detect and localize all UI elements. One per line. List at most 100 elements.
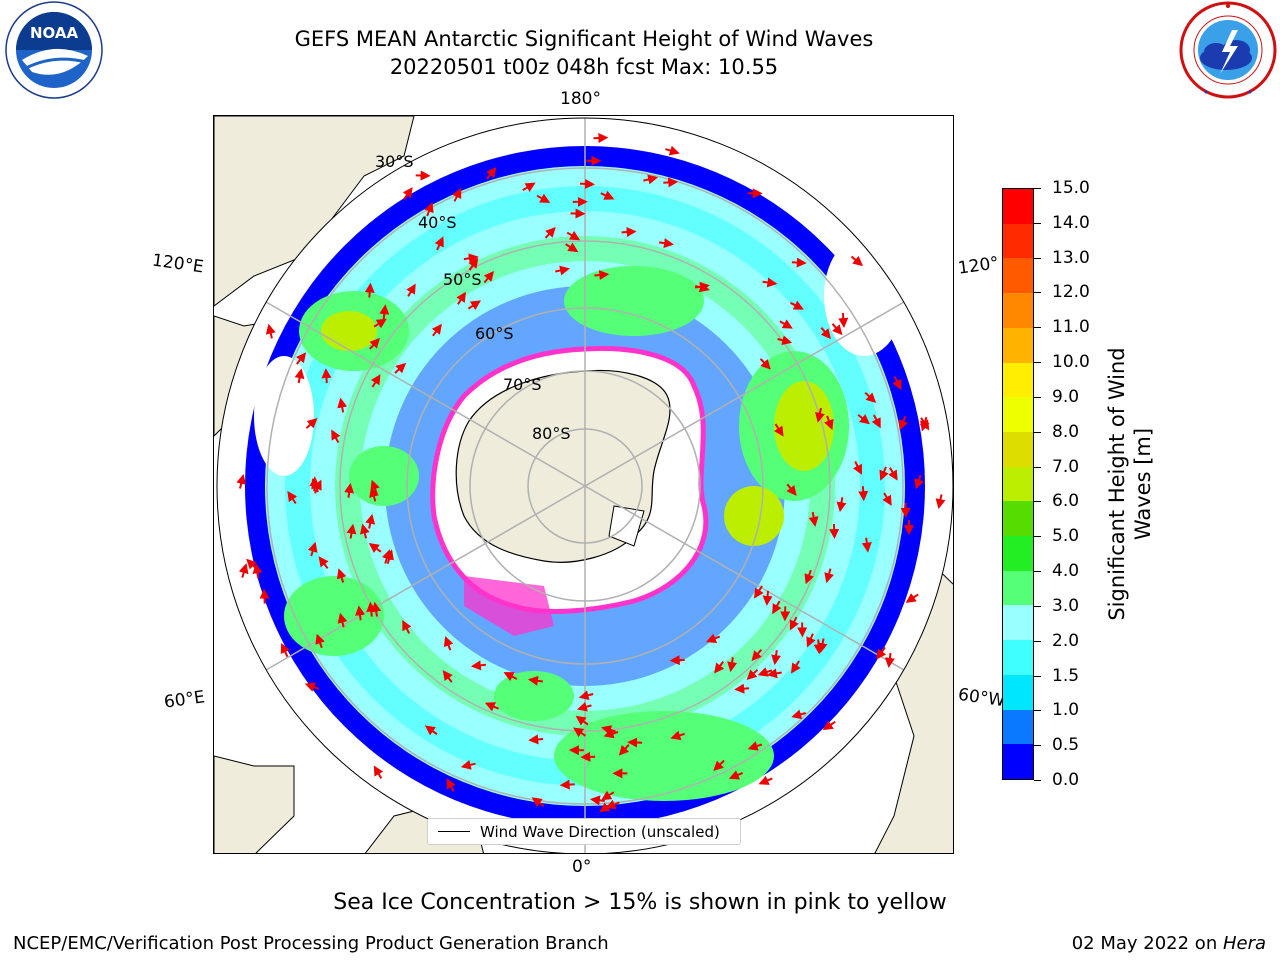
red-arrow-icon xyxy=(618,744,630,756)
red-arrow-icon xyxy=(871,414,881,429)
red-arrow-icon xyxy=(368,543,382,553)
red-arrow-icon xyxy=(594,270,610,281)
colorbar-segment xyxy=(1003,327,1033,363)
red-arrow-icon xyxy=(762,590,773,606)
red-arrow-icon xyxy=(831,323,843,336)
colorbar-tick xyxy=(1034,466,1041,468)
colorbar-tick xyxy=(1034,188,1041,189)
lat-label-60s: 60°S xyxy=(475,324,514,343)
red-arrow-icon xyxy=(705,633,721,644)
lon-label-180: 180° xyxy=(560,89,601,109)
red-arrow-icon xyxy=(305,418,318,429)
red-arrow-icon xyxy=(555,265,570,276)
red-arrow-icon xyxy=(331,429,341,444)
red-arrow-icon xyxy=(307,541,318,557)
red-arrow-icon xyxy=(483,270,494,284)
red-arrow-icon xyxy=(643,174,659,185)
red-arrow-icon xyxy=(838,312,849,328)
colorbar-tick-label: 15.0 xyxy=(1052,178,1090,198)
lat-label-30s: 30°S xyxy=(375,152,414,171)
red-arrow-icon xyxy=(402,620,412,634)
red-arrow-icon xyxy=(669,655,685,666)
colorbar-tick-label: 6.0 xyxy=(1052,491,1080,512)
red-arrow-icon xyxy=(695,282,710,293)
red-arrow-icon xyxy=(822,720,836,731)
red-arrow-icon xyxy=(898,416,909,431)
red-arrow-icon xyxy=(751,649,763,662)
red-arrow-icon xyxy=(850,255,864,267)
colorbar-segment xyxy=(1003,258,1033,294)
red-arrow-icon xyxy=(746,668,759,680)
noaa-logo-text: NOAA xyxy=(30,24,79,42)
red-arrow-icon xyxy=(369,337,380,350)
red-arrow-icon xyxy=(884,652,895,668)
colorbar-tick xyxy=(1034,292,1041,294)
lat-label-50s: 50°S xyxy=(443,270,482,289)
colorbar-segment xyxy=(1003,223,1033,259)
red-arrow-icon xyxy=(287,491,298,504)
red-arrow-icon xyxy=(460,759,476,770)
colorbar-tick-label: 2.0 xyxy=(1052,630,1080,651)
lat-label-80s: 80°S xyxy=(532,424,571,443)
red-arrow-icon xyxy=(294,368,305,384)
red-arrow-icon xyxy=(791,257,807,268)
red-arrow-icon xyxy=(734,683,750,694)
red-arrow-icon xyxy=(589,795,605,806)
red-arrow-icon xyxy=(528,734,544,745)
red-arrow-icon xyxy=(754,585,764,599)
colorbar-tick xyxy=(1034,536,1041,538)
colorbar-tick xyxy=(1034,605,1041,607)
red-arrow-icon xyxy=(766,668,782,679)
red-arrow-icon xyxy=(771,650,782,666)
footer-branch: NCEP/EMC/Verification Post Processing Pr… xyxy=(13,933,609,954)
red-arrow-icon xyxy=(280,642,290,658)
lon-label-120w: 120° xyxy=(956,253,1001,279)
colorbar-segment xyxy=(1003,501,1033,537)
colorbar-tick xyxy=(1034,571,1041,573)
red-arrow-icon xyxy=(346,523,357,539)
colorbar-tick-label: 12.0 xyxy=(1052,282,1090,303)
red-arrow-icon xyxy=(359,523,370,539)
red-arrow-icon xyxy=(370,374,381,388)
red-arrow-icon xyxy=(373,765,384,779)
red-arrow-icon xyxy=(470,660,487,671)
colorbar-segment xyxy=(1003,466,1033,502)
red-arrow-icon xyxy=(424,202,434,217)
red-arrow-icon xyxy=(366,601,377,617)
lon-label-120e: 120°E xyxy=(150,250,205,278)
red-arrow-icon xyxy=(434,236,444,251)
red-arrow-icon xyxy=(804,569,814,585)
red-arrow-icon xyxy=(663,177,679,188)
colorbar-tick-label: 14.0 xyxy=(1052,212,1090,233)
legend-label: Wind Wave Direction (unscaled) xyxy=(480,822,720,841)
red-arrow-icon xyxy=(935,494,946,510)
colorbar-segment xyxy=(1003,397,1033,432)
colorbar-segment xyxy=(1003,189,1033,224)
red-arrow-icon xyxy=(337,612,348,628)
red-arrow-icon xyxy=(605,799,620,810)
red-arrow-icon xyxy=(879,466,889,481)
red-arrow-icon xyxy=(566,230,581,241)
colorbar-tick-label: 1.5 xyxy=(1052,665,1080,686)
red-arrow-icon xyxy=(486,167,497,180)
red-arrow-icon xyxy=(714,660,725,674)
red-arrow-icon xyxy=(246,558,258,571)
colorbar-tick-label: 4.0 xyxy=(1052,561,1080,582)
colorbar-tick xyxy=(1034,431,1041,433)
colorbar-tick-label: 8.0 xyxy=(1052,421,1080,442)
red-arrow-icon xyxy=(789,616,799,631)
red-arrow-icon xyxy=(806,633,816,648)
red-arrow-icon xyxy=(296,352,307,365)
colorbar-tick-label: 5.0 xyxy=(1052,526,1080,547)
red-arrow-icon xyxy=(321,368,332,384)
red-arrow-icon xyxy=(373,318,387,329)
red-arrow-icon xyxy=(791,709,806,720)
red-arrow-icon xyxy=(603,728,619,739)
red-arrow-icon xyxy=(836,497,847,513)
colorbar-tick xyxy=(1034,257,1041,259)
red-arrow-icon xyxy=(394,362,407,374)
footer-host: Hera xyxy=(1222,933,1266,954)
chart-subtitle: 20220501 t00z 048h fcst Max: 10.55 xyxy=(389,55,779,79)
polar-map xyxy=(213,115,954,854)
red-arrow-icon xyxy=(364,282,375,298)
